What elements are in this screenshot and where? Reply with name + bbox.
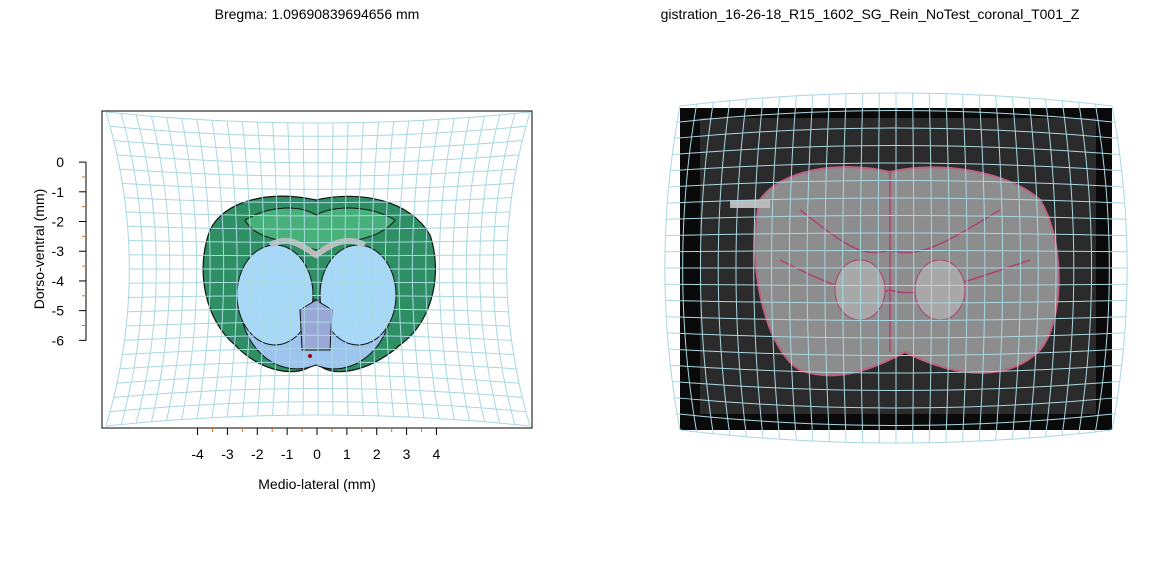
mesh-line — [667, 197, 1125, 204]
mesh-line — [667, 332, 1125, 339]
mesh-line — [105, 414, 531, 427]
x-tick-label: -2 — [251, 446, 264, 462]
x-axis-label: Medio-lateral (mm) — [258, 476, 375, 492]
y-tick-label: -1 — [52, 184, 65, 200]
mesh-line — [126, 211, 510, 217]
y-tick-label: -5 — [52, 303, 65, 319]
x-tick-label: 4 — [433, 446, 441, 462]
mesh-line — [665, 232, 1127, 237]
mesh-line — [110, 125, 526, 137]
left-title: Bregma: 1.09690839694656 mm — [215, 6, 420, 22]
mesh-line — [126, 321, 510, 327]
mesh-line — [672, 380, 1120, 391]
mesh-line — [668, 348, 1124, 356]
mesh-line — [105, 111, 531, 124]
atlas-section — [202, 195, 436, 373]
mesh-line — [116, 154, 520, 164]
mesh-line — [113, 387, 523, 398]
x-tick-label: -3 — [221, 446, 234, 462]
mesh-line — [665, 250, 1127, 253]
y-tick-label: -2 — [52, 214, 65, 230]
mesh-line — [679, 92, 1113, 107]
x-tick-label: -4 — [191, 446, 204, 462]
mesh-line — [110, 401, 526, 413]
mesh-line — [672, 145, 1120, 156]
x-tick-label: 0 — [313, 446, 321, 462]
mesh-line — [128, 295, 508, 299]
mesh-line — [129, 254, 507, 257]
mesh-line — [113, 140, 523, 151]
right-title: gistration_16-26-18_R15_1602_SG_Rein_NoT… — [661, 6, 1080, 22]
mesh-line — [670, 162, 1122, 172]
mesh-line — [665, 283, 1127, 286]
mesh-line — [668, 180, 1124, 188]
mesh-line — [666, 316, 1126, 321]
x-tick-label: 3 — [403, 446, 411, 462]
mesh-line — [666, 215, 1126, 220]
y-tick-label: 0 — [56, 154, 64, 170]
mesh-line — [116, 374, 520, 384]
mesh-line — [129, 281, 507, 284]
mesh-line — [124, 197, 512, 204]
y-tick-label: -3 — [52, 243, 65, 259]
mesh-line — [128, 239, 508, 243]
mesh-line — [679, 429, 1113, 444]
y-axis-label: Dorso-ventral (mm) — [31, 189, 47, 310]
mesh-line — [677, 110, 1115, 123]
mesh-line — [122, 182, 514, 190]
y-tick-label: -6 — [52, 332, 65, 348]
x-tick-label: -1 — [281, 446, 294, 462]
y-tick-label: -4 — [52, 273, 65, 289]
mesh-line — [119, 361, 517, 370]
mesh-line — [122, 348, 514, 356]
mesh-line — [127, 308, 509, 313]
mesh-line — [127, 225, 509, 230]
x-tick-label: 1 — [343, 446, 351, 462]
mesh-line — [665, 299, 1127, 304]
x-tick-label: 2 — [373, 446, 381, 462]
mesh-line — [670, 364, 1122, 374]
mesh-line — [124, 334, 512, 341]
mesh-line — [119, 168, 517, 177]
mesh-line — [674, 397, 1118, 409]
mesh-line — [677, 413, 1115, 426]
mesh-line — [674, 127, 1118, 139]
